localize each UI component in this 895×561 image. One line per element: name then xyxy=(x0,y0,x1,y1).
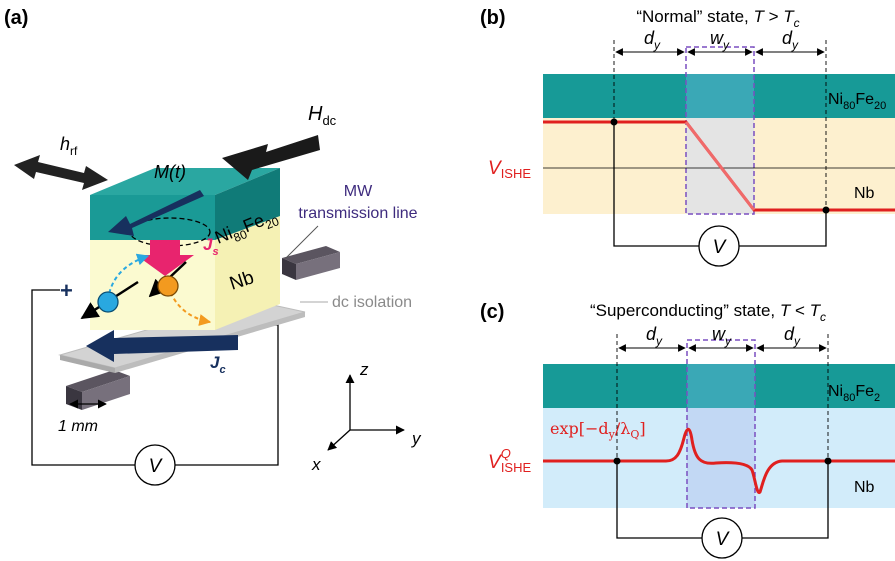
vishe-label-b: VISHE xyxy=(488,158,531,181)
js-label: Js xyxy=(203,235,219,258)
panel-b-label: (b) xyxy=(480,7,506,29)
transmission-line-edge xyxy=(60,355,115,373)
hrf-label: hrf xyxy=(60,134,78,158)
voltmeter-b xyxy=(698,225,740,267)
axis-z-label: z xyxy=(359,360,369,379)
voltmeter-c xyxy=(701,517,743,559)
panel-b: (b) “Normal” state, T > Tc dy wy dy V Ni… xyxy=(480,7,895,267)
dy-right-label-b: dy xyxy=(782,28,799,52)
orange-particle xyxy=(157,275,179,297)
circuit-wire-b xyxy=(613,122,827,247)
panel-a: (a) V M(t) Js xyxy=(4,7,422,486)
vishe-signal-c xyxy=(543,427,895,495)
dy-left-label-b: dy xyxy=(644,28,661,52)
axis-y-label: y xyxy=(411,429,422,448)
panel-c-title: “Superconducting” state, T < Tc xyxy=(590,301,826,324)
nife-label-c: Ni80Fe2 xyxy=(828,383,880,404)
panel-c: (c) “Superconducting” state, T < Tc dy w… xyxy=(480,301,895,559)
hdc-arrow xyxy=(222,135,320,180)
window-nife-b xyxy=(686,74,754,118)
vishe-label-c: VQ ISHE xyxy=(488,446,531,475)
right-pad-side xyxy=(282,258,296,280)
nb-label-c: Nb xyxy=(854,479,875,496)
orange-particle-path xyxy=(167,285,212,326)
exp-annotation-c: exp[−dy/λQ] xyxy=(550,419,646,441)
plus-sign: + xyxy=(60,278,73,303)
mw-label-line1: MW xyxy=(344,183,373,200)
voltmeter-a xyxy=(134,444,176,486)
voltmeter-c-label: V xyxy=(716,529,731,550)
nb-block-side xyxy=(215,216,280,330)
window-box-c xyxy=(686,339,756,509)
window-box-b xyxy=(685,46,755,215)
dc-isolation-label: dc isolation xyxy=(332,294,412,311)
blue-particle xyxy=(97,291,119,313)
vishe-slope-highlight-b xyxy=(684,121,756,211)
magnetization-label: M(t) xyxy=(154,162,186,182)
hdc-label: Hdc xyxy=(308,103,337,128)
nife-block-side xyxy=(215,168,280,240)
scale-label: 1 mm xyxy=(58,418,98,435)
right-pad-front xyxy=(296,252,340,280)
minus-sign: - xyxy=(214,326,221,351)
jc-arrow xyxy=(86,330,238,362)
right-pad xyxy=(282,246,340,264)
voltmeter-a-label: V xyxy=(149,456,164,477)
nife-label-b: Ni80Fe20 xyxy=(828,91,886,112)
voltmeter-b-label: V xyxy=(713,237,728,258)
mw-label-line2: transmission line xyxy=(298,205,417,222)
window-nife-c xyxy=(687,364,755,408)
panel-c-label: (c) xyxy=(480,301,504,323)
dy-left-label-c: dy xyxy=(646,324,663,348)
axis-x-line xyxy=(327,429,351,451)
jc-label: Jc xyxy=(210,353,226,376)
circuit-wire-c xyxy=(616,461,829,539)
hrf-arrow xyxy=(14,155,108,190)
nb-label-b: Nb xyxy=(854,185,875,202)
bottom-pad xyxy=(66,370,130,392)
js-arrow xyxy=(136,240,194,276)
panel-b-title: “Normal” state, T > Tc xyxy=(636,7,799,30)
wy-label-b: wy xyxy=(710,28,730,52)
magnetization-arrow xyxy=(108,190,204,236)
nife-block-top xyxy=(90,168,280,195)
blue-particle-path xyxy=(107,253,150,301)
dy-right-label-c: dy xyxy=(784,324,801,348)
panel-a-label: (a) xyxy=(4,7,28,29)
wy-label-c: wy xyxy=(712,324,732,348)
mw-pointer xyxy=(285,225,319,259)
axis-x-label: x xyxy=(311,455,321,474)
